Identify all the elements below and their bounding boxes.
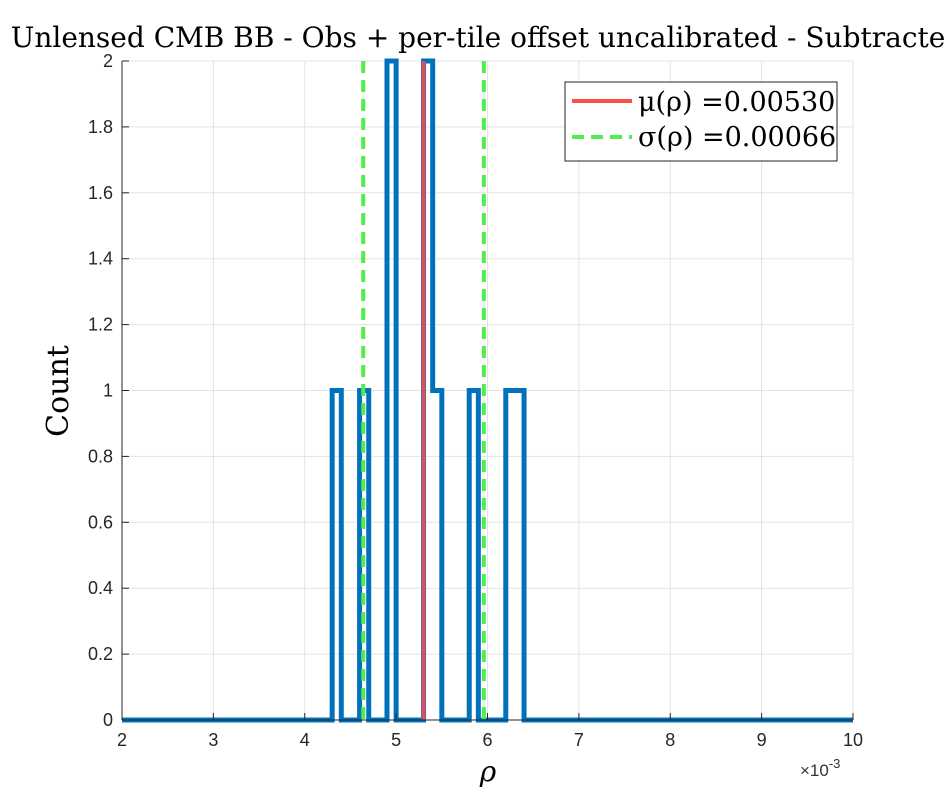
- y-tick-label-4: 0.8: [88, 446, 113, 466]
- legend-box: [564, 81, 838, 162]
- chart-title: Unlensed CMB BB - Obs + per-tile offset …: [11, 21, 945, 54]
- x-tick-label-8: 10: [843, 730, 863, 750]
- x-multiplier: ×10-3: [800, 756, 840, 780]
- x-multiplier-exponent: -3: [829, 756, 841, 771]
- axes: [121, 60, 854, 721]
- x-tick-label-6: 8: [665, 730, 675, 750]
- y-tick-label-3: 0.6: [88, 512, 113, 532]
- y-tick-label-10: 2: [103, 51, 113, 71]
- x-axis-label: ρ: [479, 755, 497, 788]
- x-tick-label-4: 6: [482, 730, 492, 750]
- x-tick-label-0: 2: [117, 730, 127, 750]
- x-tick-label-2: 4: [300, 730, 310, 750]
- x-tick-label-3: 5: [391, 730, 401, 750]
- y-tick-label-0: 0: [103, 710, 113, 730]
- y-tick-label-6: 1.2: [88, 315, 113, 335]
- x-tick-label-7: 9: [757, 730, 767, 750]
- svg-text:×10-3: ×10-3: [800, 756, 840, 780]
- y-tick-label-7: 1.4: [88, 249, 113, 269]
- y-tick-label-8: 1.6: [88, 183, 113, 203]
- tick-labels: 2 3 4 5 6 7 8 9 10 0 0.2 0.4 0.6 0.8 1 1.2 1.4 1.6 1.8 2: [88, 51, 863, 750]
- x-multiplier-base: ×10: [800, 761, 829, 780]
- y-axis-label: Count: [41, 345, 76, 437]
- legend-mean-label: μ(ρ) =0.00530: [638, 87, 835, 118]
- x-tick-label-1: 3: [208, 730, 218, 750]
- legend-sigma-label: σ(ρ) =0.00066: [638, 122, 836, 153]
- y-tick-label-2: 0.4: [88, 578, 113, 598]
- x-tick-label-5: 7: [574, 730, 584, 750]
- legend: μ(ρ) =0.00530 σ(ρ) =0.00066: [564, 81, 838, 162]
- y-tick-label-9: 1.8: [88, 117, 113, 137]
- y-tick-label-1: 0.2: [88, 644, 113, 664]
- y-tick-label-5: 1: [103, 381, 113, 401]
